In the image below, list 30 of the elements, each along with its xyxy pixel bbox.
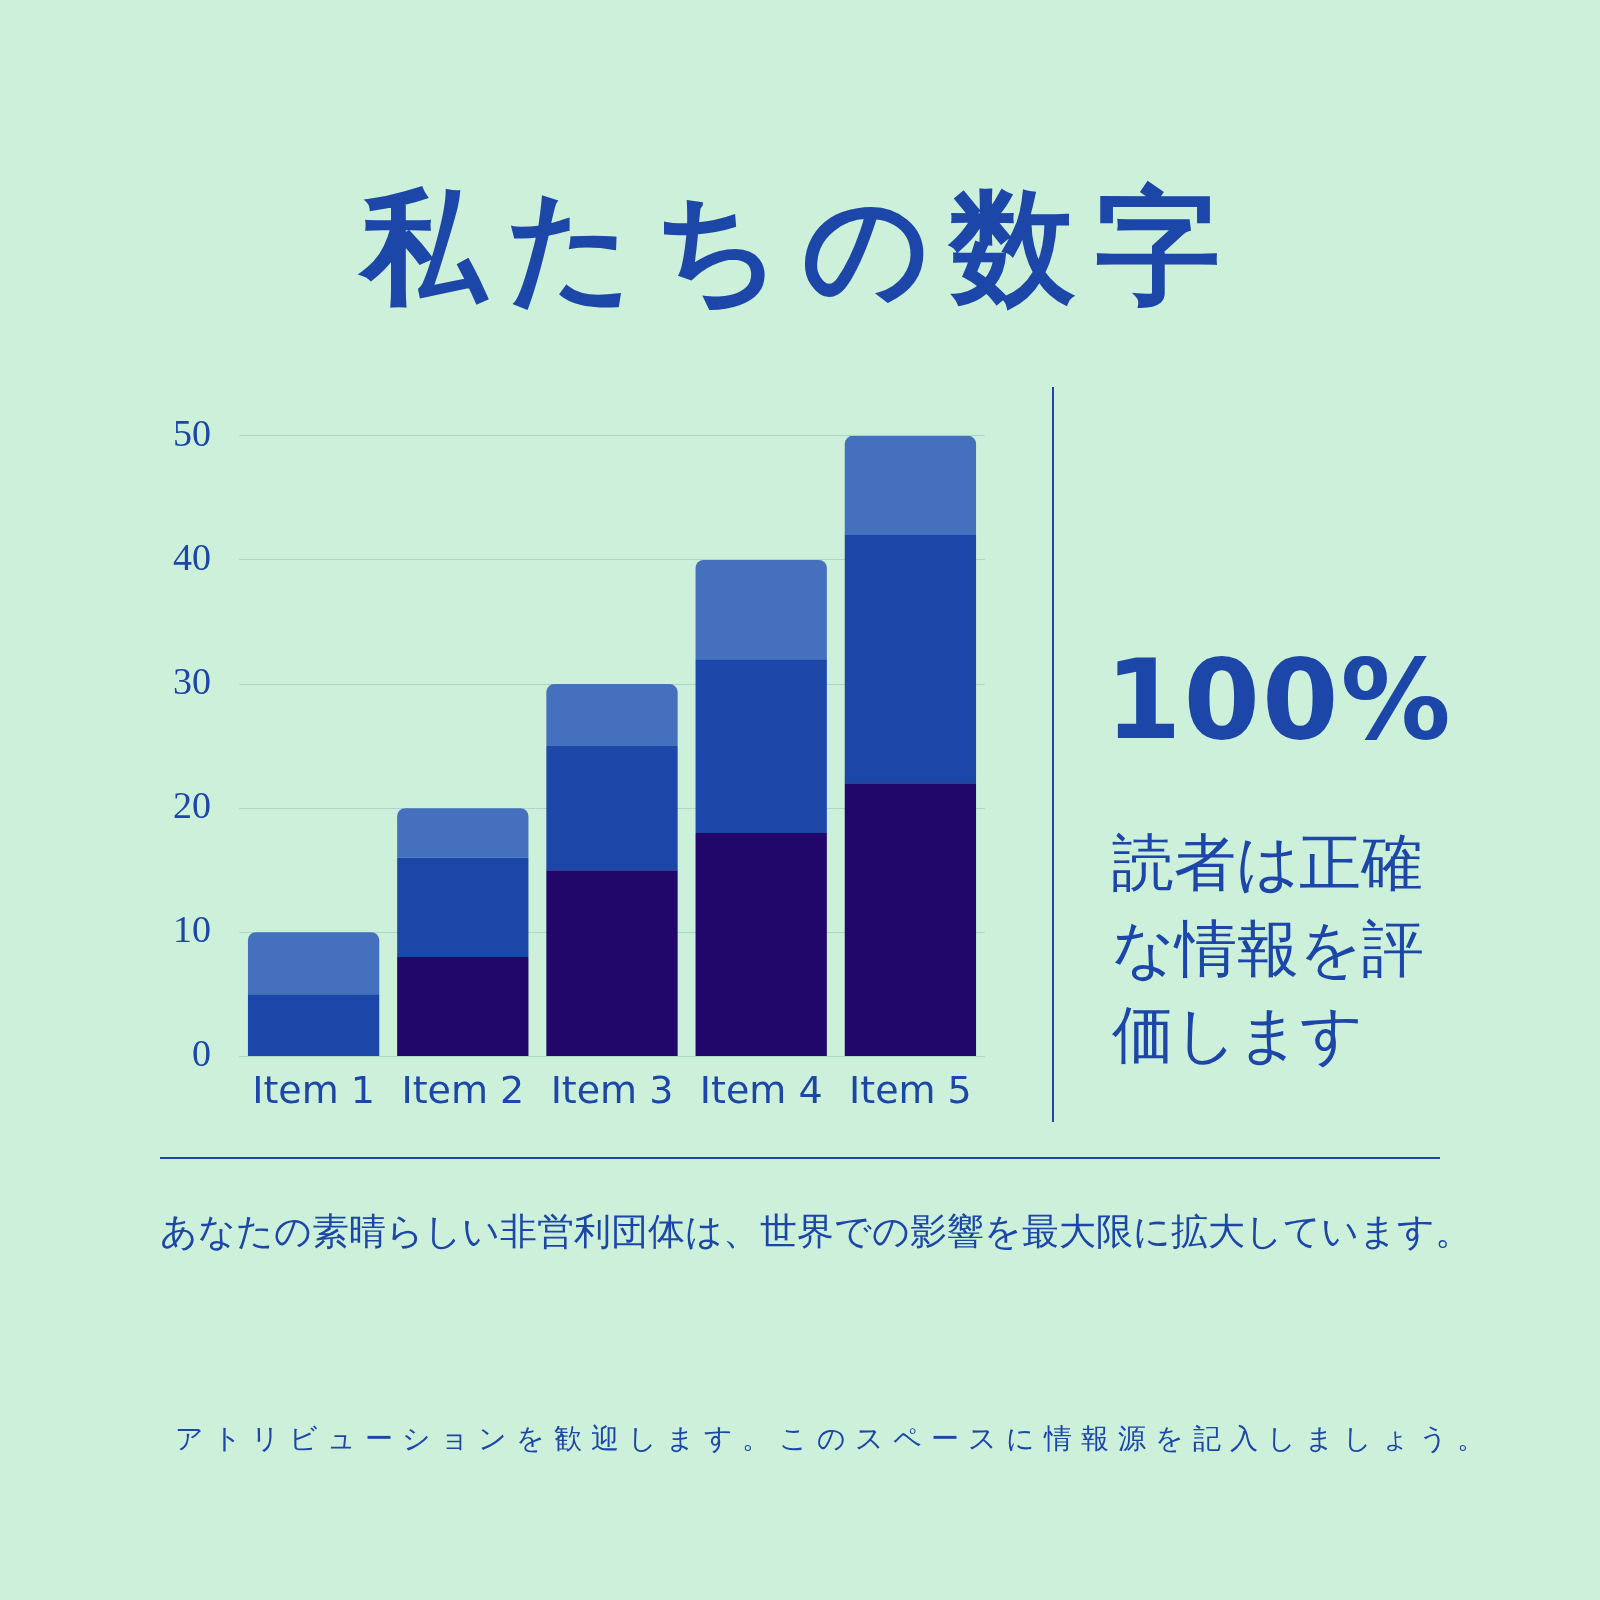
text: 100% bbox=[1105, 636, 1453, 764]
y-tick-label: 0 bbox=[192, 1032, 211, 1075]
bar bbox=[546, 684, 678, 747]
bar bbox=[397, 808, 529, 858]
x-tick-label: Item 4 bbox=[699, 1068, 823, 1113]
text: アトリビューションを歓迎します。このスペースに情報源を記入しましょう。 bbox=[175, 1421, 1495, 1457]
y-tick-label: 50 bbox=[173, 411, 211, 454]
y-tick-label: 20 bbox=[173, 784, 211, 827]
bar bbox=[695, 832, 827, 1056]
bar bbox=[844, 783, 977, 1056]
y-tick-label: 30 bbox=[173, 660, 211, 703]
bar bbox=[844, 435, 977, 536]
bar bbox=[695, 659, 827, 833]
bar bbox=[695, 559, 827, 660]
bar bbox=[844, 535, 977, 784]
text: 読者は正確な情報を評価します bbox=[1112, 825, 1425, 1073]
y-tick-label: 40 bbox=[173, 535, 211, 578]
x-tick-label: Item 3 bbox=[550, 1068, 674, 1113]
bar bbox=[397, 957, 529, 1056]
bar bbox=[397, 857, 529, 958]
x-tick-label: Item 5 bbox=[849, 1068, 972, 1113]
bar bbox=[546, 870, 678, 1056]
x-tick-label: Item 2 bbox=[401, 1068, 525, 1113]
bar bbox=[247, 932, 380, 995]
bar bbox=[546, 746, 678, 871]
chart-title: 私たちの数字 bbox=[357, 173, 1241, 321]
y-tick-label: 10 bbox=[173, 908, 211, 951]
x-tick-label: Item 1 bbox=[252, 1068, 375, 1113]
text: あなたの素晴らしい非営利団体は、世界での影響を最大限に拡大しています。 bbox=[160, 1209, 1473, 1255]
bar bbox=[247, 994, 380, 1056]
